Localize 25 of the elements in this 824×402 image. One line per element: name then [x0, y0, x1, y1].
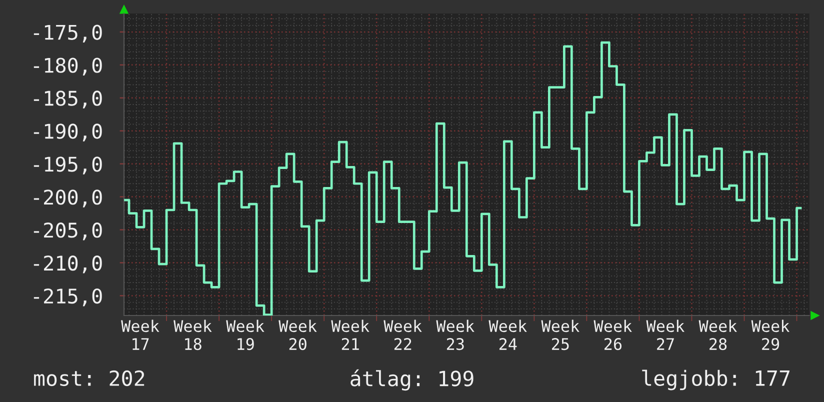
- x-tick-label: Week 22: [384, 320, 422, 350]
- x-tick-label: Week 19: [226, 320, 264, 350]
- text: legjobb: 177: [642, 370, 790, 390]
- y-tick-label: -190,0: [34, 124, 102, 142]
- x-tick-label: Week 29: [751, 320, 790, 350]
- y-tick-label: -210,0: [34, 256, 102, 274]
- text: átlag: 199: [350, 369, 474, 391]
- y-tick-label: -200,0: [34, 190, 102, 208]
- x-tick-label: Week 17: [121, 320, 160, 350]
- x-tick-label: Week 21: [331, 320, 370, 350]
- y-tick-label: -185,0: [34, 90, 102, 108]
- text: most: 202: [34, 370, 144, 386]
- x-tick-label: Week 24: [488, 320, 527, 350]
- y-tick-label: -195,0: [34, 156, 102, 174]
- y-tick-label: -215,0: [34, 288, 102, 306]
- x-tick-label: Week 26: [594, 320, 632, 350]
- y-tick-label: -175,0: [34, 24, 102, 42]
- y-tick-label: -180,0: [34, 58, 102, 76]
- x-tick-label: Week 18: [174, 320, 212, 350]
- y-tick-label: -205,0: [34, 222, 102, 240]
- x-tick-label: Week 27: [646, 320, 684, 350]
- x-tick-label: Week 28: [698, 320, 737, 350]
- x-tick-label: Week 25: [541, 320, 580, 350]
- x-tick-label: Week 20: [278, 320, 317, 350]
- x-tick-label: Week 23: [436, 320, 474, 350]
